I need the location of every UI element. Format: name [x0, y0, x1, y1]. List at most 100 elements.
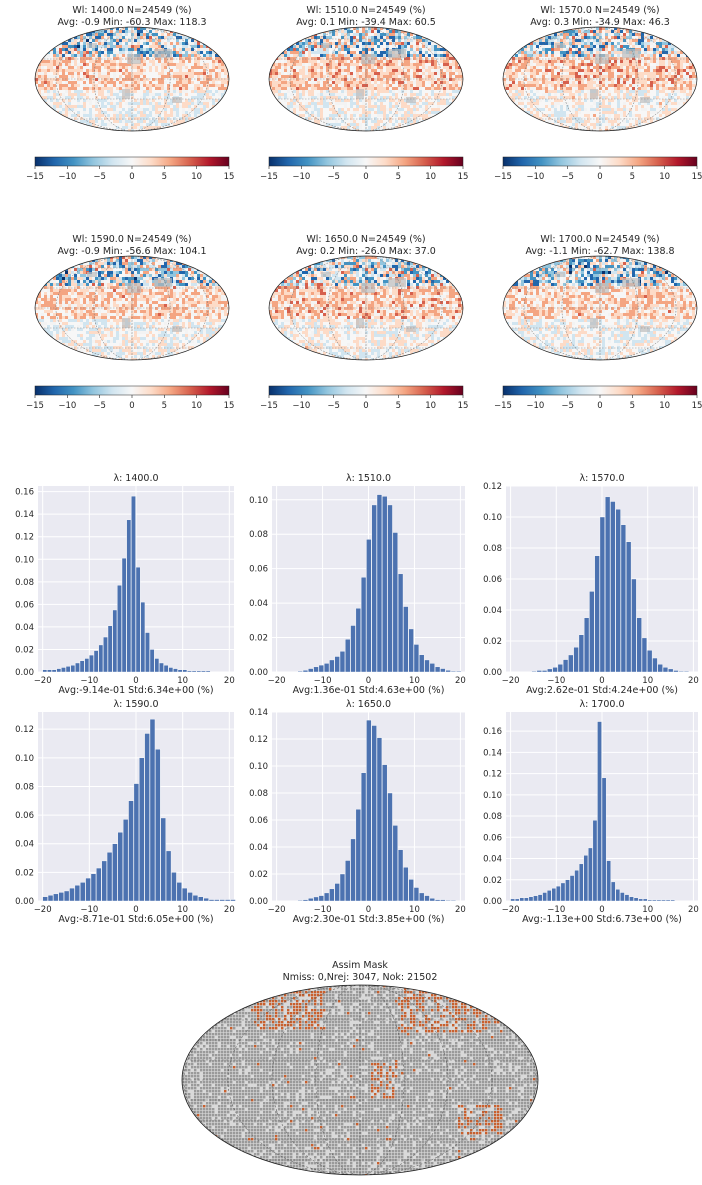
colorbar-gradient: [269, 157, 463, 166]
histogram-bar: [658, 664, 663, 672]
histogram-bar: [648, 900, 652, 901]
map-panel-1510: Wl: 1510.0 N=24549 (%) Avg: 0.1 Min: -39…: [260, 5, 468, 182]
colorbar-tick-label: 15: [692, 172, 702, 182]
histogram-bar: [214, 900, 219, 901]
histogram-bar: [430, 898, 435, 901]
histogram-bar: [173, 669, 177, 672]
x-tick-label: −20: [502, 676, 520, 686]
histogram-bar: [123, 819, 128, 901]
histogram-bar: [679, 671, 684, 672]
histogram-bar: [611, 882, 615, 901]
histogram-bar: [141, 602, 145, 672]
histogram-bar: [600, 517, 605, 672]
histogram-bar: [204, 898, 209, 901]
histogram-bar: [684, 671, 689, 672]
histogram-bar: [511, 899, 515, 901]
colorbar-gradient: [35, 157, 229, 166]
robinson-map: [35, 256, 230, 361]
histogram-bar: [515, 899, 519, 901]
map-title-line2: Avg: 0.3 Min: -34.9 Max: 46.3: [530, 17, 670, 28]
histogram-bar: [329, 889, 334, 901]
histogram-bar: [356, 608, 361, 672]
histogram-title: λ: 1510.0: [346, 473, 391, 484]
histogram-xlabel: Avg:2.30e-01 Std:3.85e+00 (%): [293, 914, 445, 925]
histogram-bar: [605, 497, 610, 672]
x-tick-label: 20: [455, 676, 466, 686]
y-tick-label: 0.04: [483, 606, 502, 616]
y-tick-label: 0.10: [15, 555, 34, 565]
colorbar-tick-label: 0: [363, 172, 368, 182]
colorbar-tick-label: 10: [659, 172, 670, 182]
y-tick-label: 0.14: [249, 708, 268, 718]
histogram-bar: [159, 663, 163, 672]
histogram-bar: [565, 880, 569, 901]
histogram-title: λ: 1570.0: [579, 473, 624, 484]
colorbar-tick-label: −15: [26, 401, 44, 411]
histogram-bar: [393, 825, 398, 901]
histogram-bar: [164, 665, 168, 672]
histogram-bar: [351, 839, 356, 901]
y-tick-label: 0.12: [249, 735, 268, 745]
histogram-bar: [393, 533, 398, 673]
x-tick-label: 20: [455, 905, 466, 915]
histogram-bar: [552, 888, 556, 901]
map-title-line1: Wl: 1570.0 N=24549 (%): [540, 5, 659, 16]
y-tick-label: 0.10: [483, 513, 502, 523]
histogram-bar: [225, 900, 230, 901]
histogram-bar: [220, 900, 225, 901]
y-tick-label: 0.16: [483, 727, 502, 737]
histogram-bar: [446, 900, 451, 901]
histogram-bar: [574, 647, 579, 672]
histogram-bar: [626, 542, 631, 672]
x-tick-label: −20: [502, 905, 520, 915]
colorbar-tick-label: 15: [224, 172, 235, 182]
colorbar-tick-label: 0: [597, 401, 602, 411]
robinson-map: [35, 27, 230, 132]
y-tick-label: 0.12: [483, 770, 502, 780]
histogram-bar: [324, 663, 329, 672]
histogram-bar: [183, 670, 187, 672]
histogram-bar: [451, 900, 456, 901]
histogram-bar: [64, 891, 69, 901]
histogram-bar: [542, 670, 547, 672]
histogram-bar: [430, 663, 435, 672]
histogram-bar: [419, 655, 424, 672]
histogram-bar: [112, 844, 117, 901]
map-title-line2: Avg: 0.2 Min: -26.0 Max: 37.0: [296, 246, 436, 257]
colorbar-tick-label: −5: [327, 172, 340, 182]
histogram-title: λ: 1650.0: [346, 699, 391, 710]
colorbar-tick-label: −15: [26, 172, 44, 182]
histogram-bar: [127, 520, 131, 672]
histogram-bar: [647, 650, 652, 672]
histogram-bar: [319, 896, 324, 901]
histogram-bar: [529, 897, 533, 901]
colorbar-tick-label: −15: [494, 401, 512, 411]
histogram-bar: [533, 896, 537, 901]
histogram-bar: [187, 671, 191, 672]
histogram-bar: [631, 579, 636, 672]
histogram-bar: [61, 667, 65, 672]
y-tick-label: 0.10: [483, 791, 502, 801]
histogram-bar: [48, 895, 53, 901]
map-title-line1: Wl: 1400.0 N=24549 (%): [72, 5, 191, 16]
histogram-bar: [192, 671, 196, 672]
histogram-bar: [435, 900, 440, 901]
y-tick-label: 0.12: [15, 533, 34, 543]
histogram-bar: [661, 900, 665, 901]
histogram-bar: [102, 861, 107, 901]
histogram-bar: [575, 870, 579, 901]
histogram-xlabel: Avg:-8.71e-01 Std:6.05e+00 (%): [58, 914, 213, 925]
difference-maps: Wl: 1400.0 N=24549 (%) Avg: -0.9 Min: -6…: [26, 5, 702, 411]
y-tick-label: 0.06: [483, 575, 502, 585]
histogram-bar: [446, 670, 451, 672]
histogram-bar: [398, 850, 403, 901]
colorbar-gradient: [503, 386, 697, 395]
colorbar-gradient: [35, 386, 229, 395]
y-tick-label: 0.06: [15, 600, 34, 610]
histogram-bar: [456, 671, 461, 672]
histogram-bar: [616, 509, 621, 672]
